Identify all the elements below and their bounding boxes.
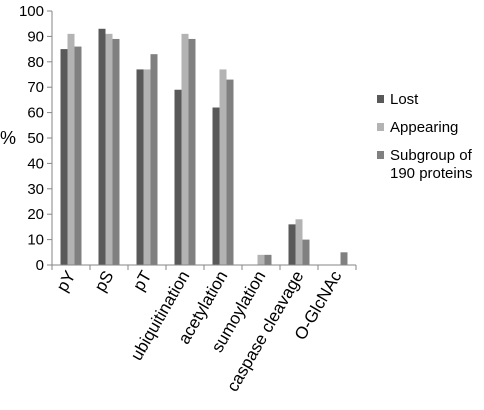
y-tick-label: 40: [27, 155, 44, 172]
y-tick-label: 70: [27, 79, 44, 96]
x-category-label: pT: [129, 268, 155, 295]
legend-entry: Appearing: [390, 119, 458, 136]
y-tick-label: 30: [27, 181, 44, 198]
bar-appearing-acetylation: [219, 69, 227, 265]
bar-appearing-sumoylation: [257, 254, 265, 265]
bar-subgroup-of-190-proteins-caspase-cleavage: [302, 239, 310, 265]
y-tick-label: 90: [27, 28, 44, 45]
bar-lost-ubiquitination: [174, 89, 182, 266]
y-tick-label: 100: [19, 3, 44, 20]
legend-entry: Subgroup of 190 proteins: [390, 147, 473, 182]
bar-subgroup-of-190-proteins-pt: [150, 54, 158, 266]
bar-appearing-ubiquitination: [181, 33, 189, 265]
bar-appearing-ps: [105, 33, 113, 265]
x-axis: pY pS pTubiquitinationacetylationsumoylati…: [51, 264, 357, 395]
bar-appearing-py: [67, 33, 75, 265]
bars: [60, 28, 348, 266]
legend-swatch: [377, 151, 384, 159]
y-tick-label: 80: [27, 54, 44, 71]
bar-subgroup-of-190-proteins-py: [74, 46, 82, 266]
bar-subgroup-of-190-proteins-sumoylation: [264, 254, 272, 265]
y-tick-label: 60: [27, 105, 44, 122]
bar-subgroup-of-190-proteins-ps: [112, 38, 120, 265]
bar-lost-acetylation: [212, 107, 220, 266]
x-category-label: pY: [53, 268, 80, 296]
bar-lost-ps: [98, 28, 106, 266]
bar-appearing-caspase-cleavage: [295, 219, 303, 265]
y-tick-label: 50: [27, 130, 44, 147]
legend: Lost Appearing Subgroup of 190 proteins: [377, 91, 473, 182]
bar-lost-caspase-cleavage: [288, 224, 296, 265]
y-axis-title: %: [0, 128, 16, 148]
bar-lost-py: [60, 49, 68, 265]
bar-subgroup-of-190-proteins-o-glcnac: [340, 252, 348, 265]
legend-entry: Lost: [390, 91, 419, 108]
y-tick-label: 20: [27, 206, 44, 223]
bar-subgroup-of-190-proteins-acetylation: [226, 79, 234, 265]
legend-swatch: [377, 123, 384, 131]
bar-subgroup-of-190-proteins-ubiquitination: [188, 38, 196, 265]
y-tick-label: 10: [27, 232, 44, 249]
legend-swatch: [377, 95, 384, 103]
y-axis: 0 10 20 30 40 50 60 70 80 90 100: [19, 3, 53, 274]
bar-lost-pt: [136, 69, 144, 265]
bar-appearing-pt: [143, 69, 151, 265]
y-tick-label: 0: [36, 257, 44, 274]
x-category-label: pS: [91, 268, 118, 296]
